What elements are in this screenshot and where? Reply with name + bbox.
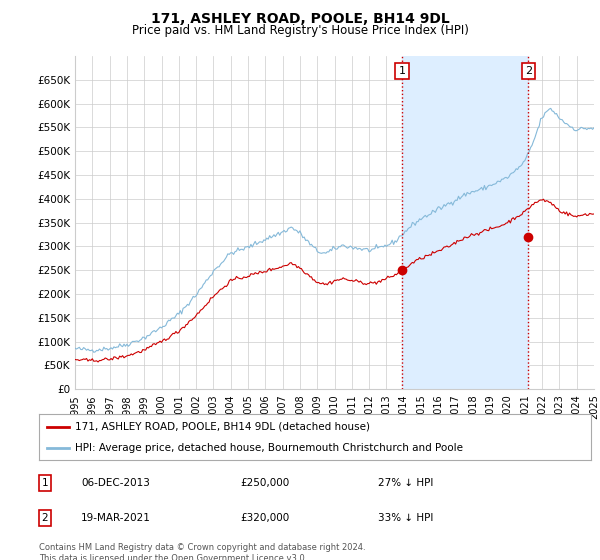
Text: 2: 2: [41, 513, 49, 523]
Text: 2: 2: [525, 66, 532, 76]
Text: 19-MAR-2021: 19-MAR-2021: [81, 513, 151, 523]
Text: £320,000: £320,000: [240, 513, 289, 523]
Text: £250,000: £250,000: [240, 478, 289, 488]
Text: 171, ASHLEY ROAD, POOLE, BH14 9DL (detached house): 171, ASHLEY ROAD, POOLE, BH14 9DL (detac…: [75, 422, 370, 432]
Text: Price paid vs. HM Land Registry's House Price Index (HPI): Price paid vs. HM Land Registry's House …: [131, 24, 469, 36]
Text: 06-DEC-2013: 06-DEC-2013: [81, 478, 150, 488]
Text: 33% ↓ HPI: 33% ↓ HPI: [378, 513, 433, 523]
Text: HPI: Average price, detached house, Bournemouth Christchurch and Poole: HPI: Average price, detached house, Bour…: [75, 443, 463, 453]
Text: 27% ↓ HPI: 27% ↓ HPI: [378, 478, 433, 488]
Text: 171, ASHLEY ROAD, POOLE, BH14 9DL: 171, ASHLEY ROAD, POOLE, BH14 9DL: [151, 12, 449, 26]
Bar: [402, 56, 529, 389]
Text: 1: 1: [41, 478, 49, 488]
Text: 1: 1: [399, 66, 406, 76]
Text: Contains HM Land Registry data © Crown copyright and database right 2024.
This d: Contains HM Land Registry data © Crown c…: [39, 543, 365, 560]
